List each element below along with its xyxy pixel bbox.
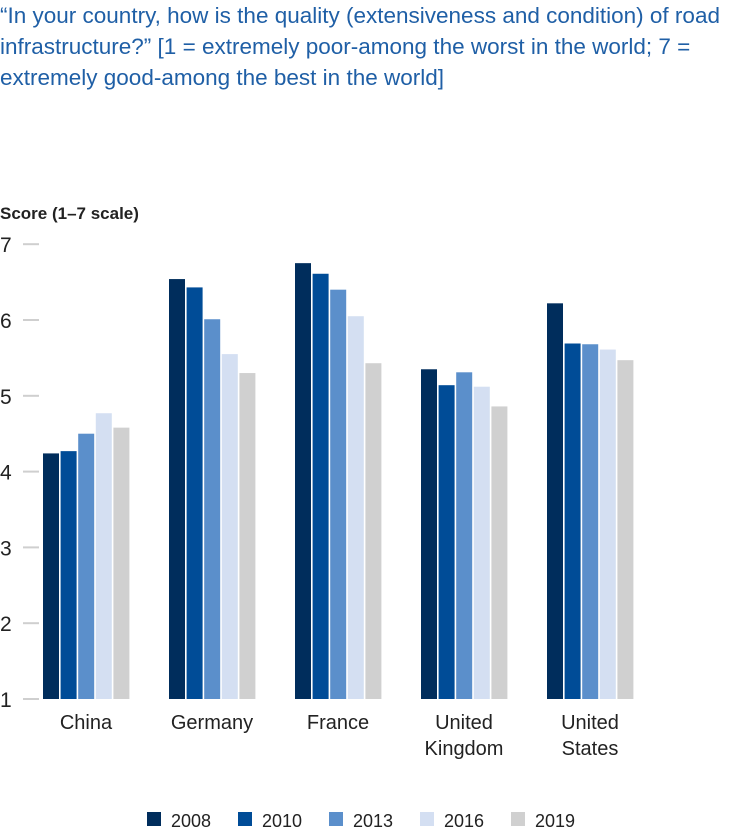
legend-label: 2010	[262, 811, 302, 828]
x-tick-label: Kingdom	[425, 738, 504, 760]
x-tick-label: States	[562, 738, 619, 760]
x-tick-label: China	[60, 712, 113, 734]
bar-2013	[78, 433, 95, 699]
legend-swatch-2008	[147, 812, 161, 826]
bar-2016	[599, 349, 616, 699]
y-tick-label: 1	[0, 689, 12, 712]
x-tick-label: United	[561, 712, 619, 734]
x-tick-label: United	[435, 712, 493, 734]
y-tick-label: 2	[0, 613, 12, 636]
bar-2008	[43, 453, 59, 699]
bar-2016	[473, 386, 490, 699]
bar-2010	[438, 385, 455, 699]
x-tick-label: France	[307, 712, 369, 734]
bar-2013	[204, 319, 221, 699]
x-tick-label: Germany	[171, 712, 253, 734]
legend-swatch-2010	[238, 812, 252, 826]
y-tick-label: 6	[0, 310, 12, 333]
bar-2013	[456, 372, 473, 699]
bar-2019	[617, 360, 634, 699]
legend-label: 2016	[444, 811, 484, 828]
bar-2016	[221, 354, 238, 699]
legend-swatch-2019	[511, 812, 525, 826]
y-tick-label: 3	[0, 537, 12, 560]
bar-2008	[295, 263, 311, 699]
legend-label: 2019	[535, 811, 575, 828]
bar-2019	[491, 406, 508, 699]
y-axis-label: Score (1–7 scale)	[0, 204, 139, 223]
chart-title: “In your country, how is the quality (ex…	[0, 3, 720, 90]
y-tick-label: 4	[0, 462, 12, 485]
legend-swatch-2016	[420, 812, 434, 826]
bar-2010	[312, 273, 329, 699]
bar-2008	[547, 303, 563, 699]
bar-2008	[421, 369, 437, 699]
y-tick-label: 5	[0, 386, 12, 409]
bar-2019	[239, 373, 256, 699]
bar-2016	[347, 316, 364, 699]
bar-2013	[582, 344, 599, 699]
bar-2013	[330, 289, 347, 699]
bar-2019	[365, 363, 382, 699]
legend-label: 2013	[353, 811, 393, 828]
bar-2010	[564, 343, 581, 699]
bar-2008	[169, 279, 185, 699]
y-tick-label: 7	[0, 234, 12, 257]
bar-2016	[95, 413, 112, 699]
legend-label: 2008	[171, 811, 211, 828]
legend-swatch-2013	[329, 812, 343, 826]
bar-2019	[113, 427, 130, 699]
bar-2010	[60, 451, 77, 699]
bar-2010	[186, 287, 203, 699]
